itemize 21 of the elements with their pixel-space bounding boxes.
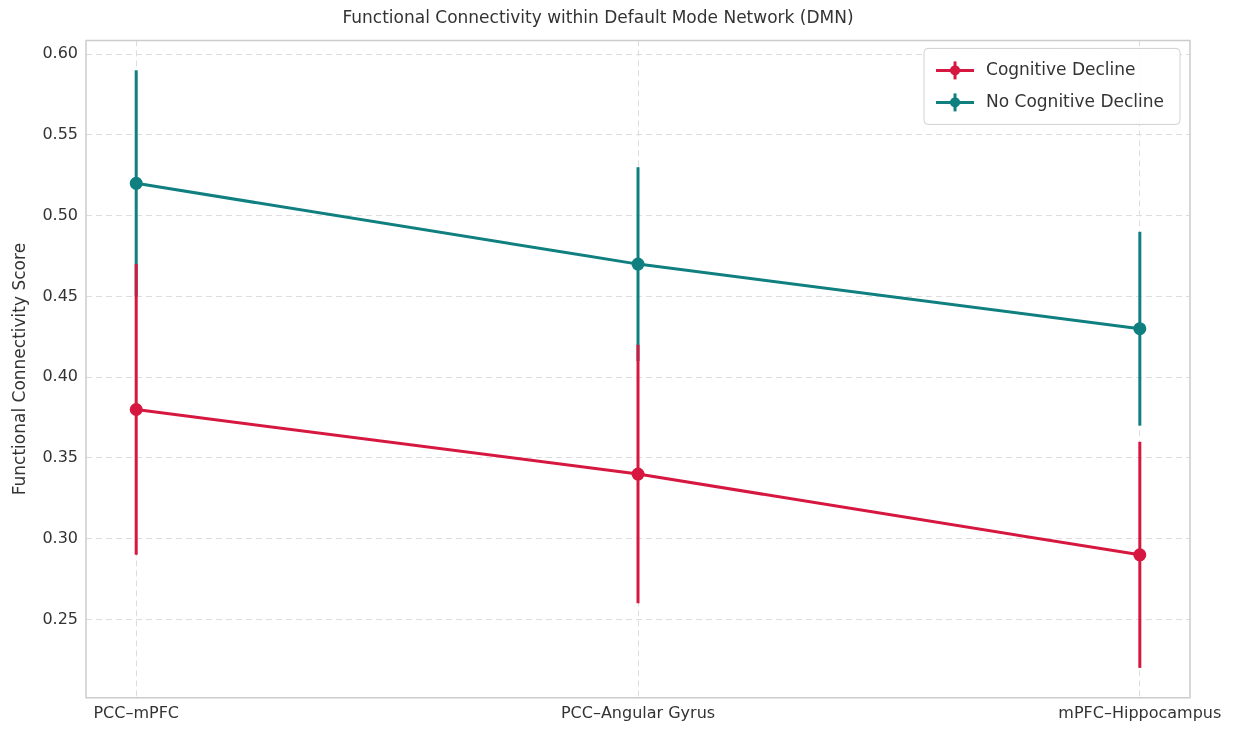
point [1133, 548, 1147, 562]
point [129, 176, 143, 190]
y-axis-title: Functional Connectivity Score [8, 242, 29, 496]
y-tick-label: 0.50 [42, 204, 79, 224]
y-tick-label: 0.30 [42, 527, 79, 547]
x-tick-label: mPFC–Hippocampus [1058, 702, 1222, 722]
x-tick-label: PCC–Angular Gyrus [560, 702, 716, 722]
chart-title: Functional Connectivity within Default Mode Network (DMN) [342, 6, 854, 27]
x-tick-label: PCC–mPFC [93, 702, 180, 722]
point [129, 402, 143, 416]
legend-label: Cognitive Decline [986, 58, 1136, 79]
y-tick-label: 0.60 [42, 43, 79, 63]
legend-label: No Cognitive Decline [986, 90, 1164, 111]
y-tick-label: 0.40 [42, 366, 79, 386]
y-tick-label: 0.25 [42, 608, 79, 628]
y-tick-label: 0.45 [42, 285, 79, 305]
point [631, 467, 645, 481]
y-tick-label: 0.55 [42, 124, 79, 144]
y-tick-label: 0.35 [42, 447, 79, 467]
point [631, 257, 645, 271]
point [1133, 322, 1147, 336]
